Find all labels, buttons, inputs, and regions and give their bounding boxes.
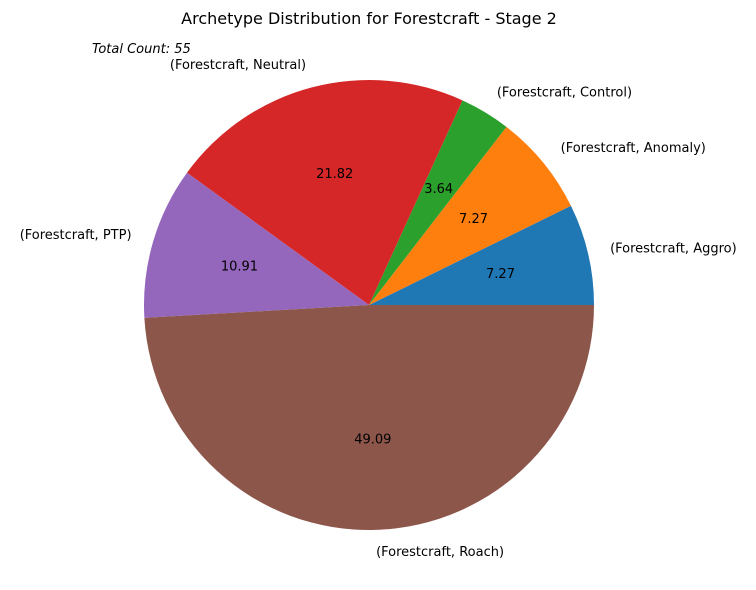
pie-slice [144,305,595,530]
pie-slice [186,80,463,306]
slice-value-label: 7.27 [459,212,488,227]
slice-category-label: (Forestcraft, Roach) [376,545,504,560]
total-count-annotation: Total Count: 55 [92,42,191,57]
slice-value-label: 10.91 [221,259,258,274]
slice-category-label: (Forestcraft, Anomaly) [561,141,706,156]
slice-category-label: (Forestcraft, Neutral) [170,58,306,73]
pie-slice [369,126,571,305]
slice-value-label: 7.27 [486,267,515,282]
pie-slice [144,172,369,318]
slice-category-label: (Forestcraft, PTP) [20,228,132,243]
slice-value-label: 49.09 [354,432,391,447]
slice-value-label: 3.64 [424,182,453,197]
slice-value-label: 21.82 [316,167,353,182]
pie-slice [369,100,507,306]
slice-category-label: (Forestcraft, Aggro) [610,241,737,256]
pie-slice [369,205,594,305]
slice-category-label: (Forestcraft, Control) [497,86,632,101]
chart-title: Archetype Distribution for Forestcraft -… [181,9,557,28]
